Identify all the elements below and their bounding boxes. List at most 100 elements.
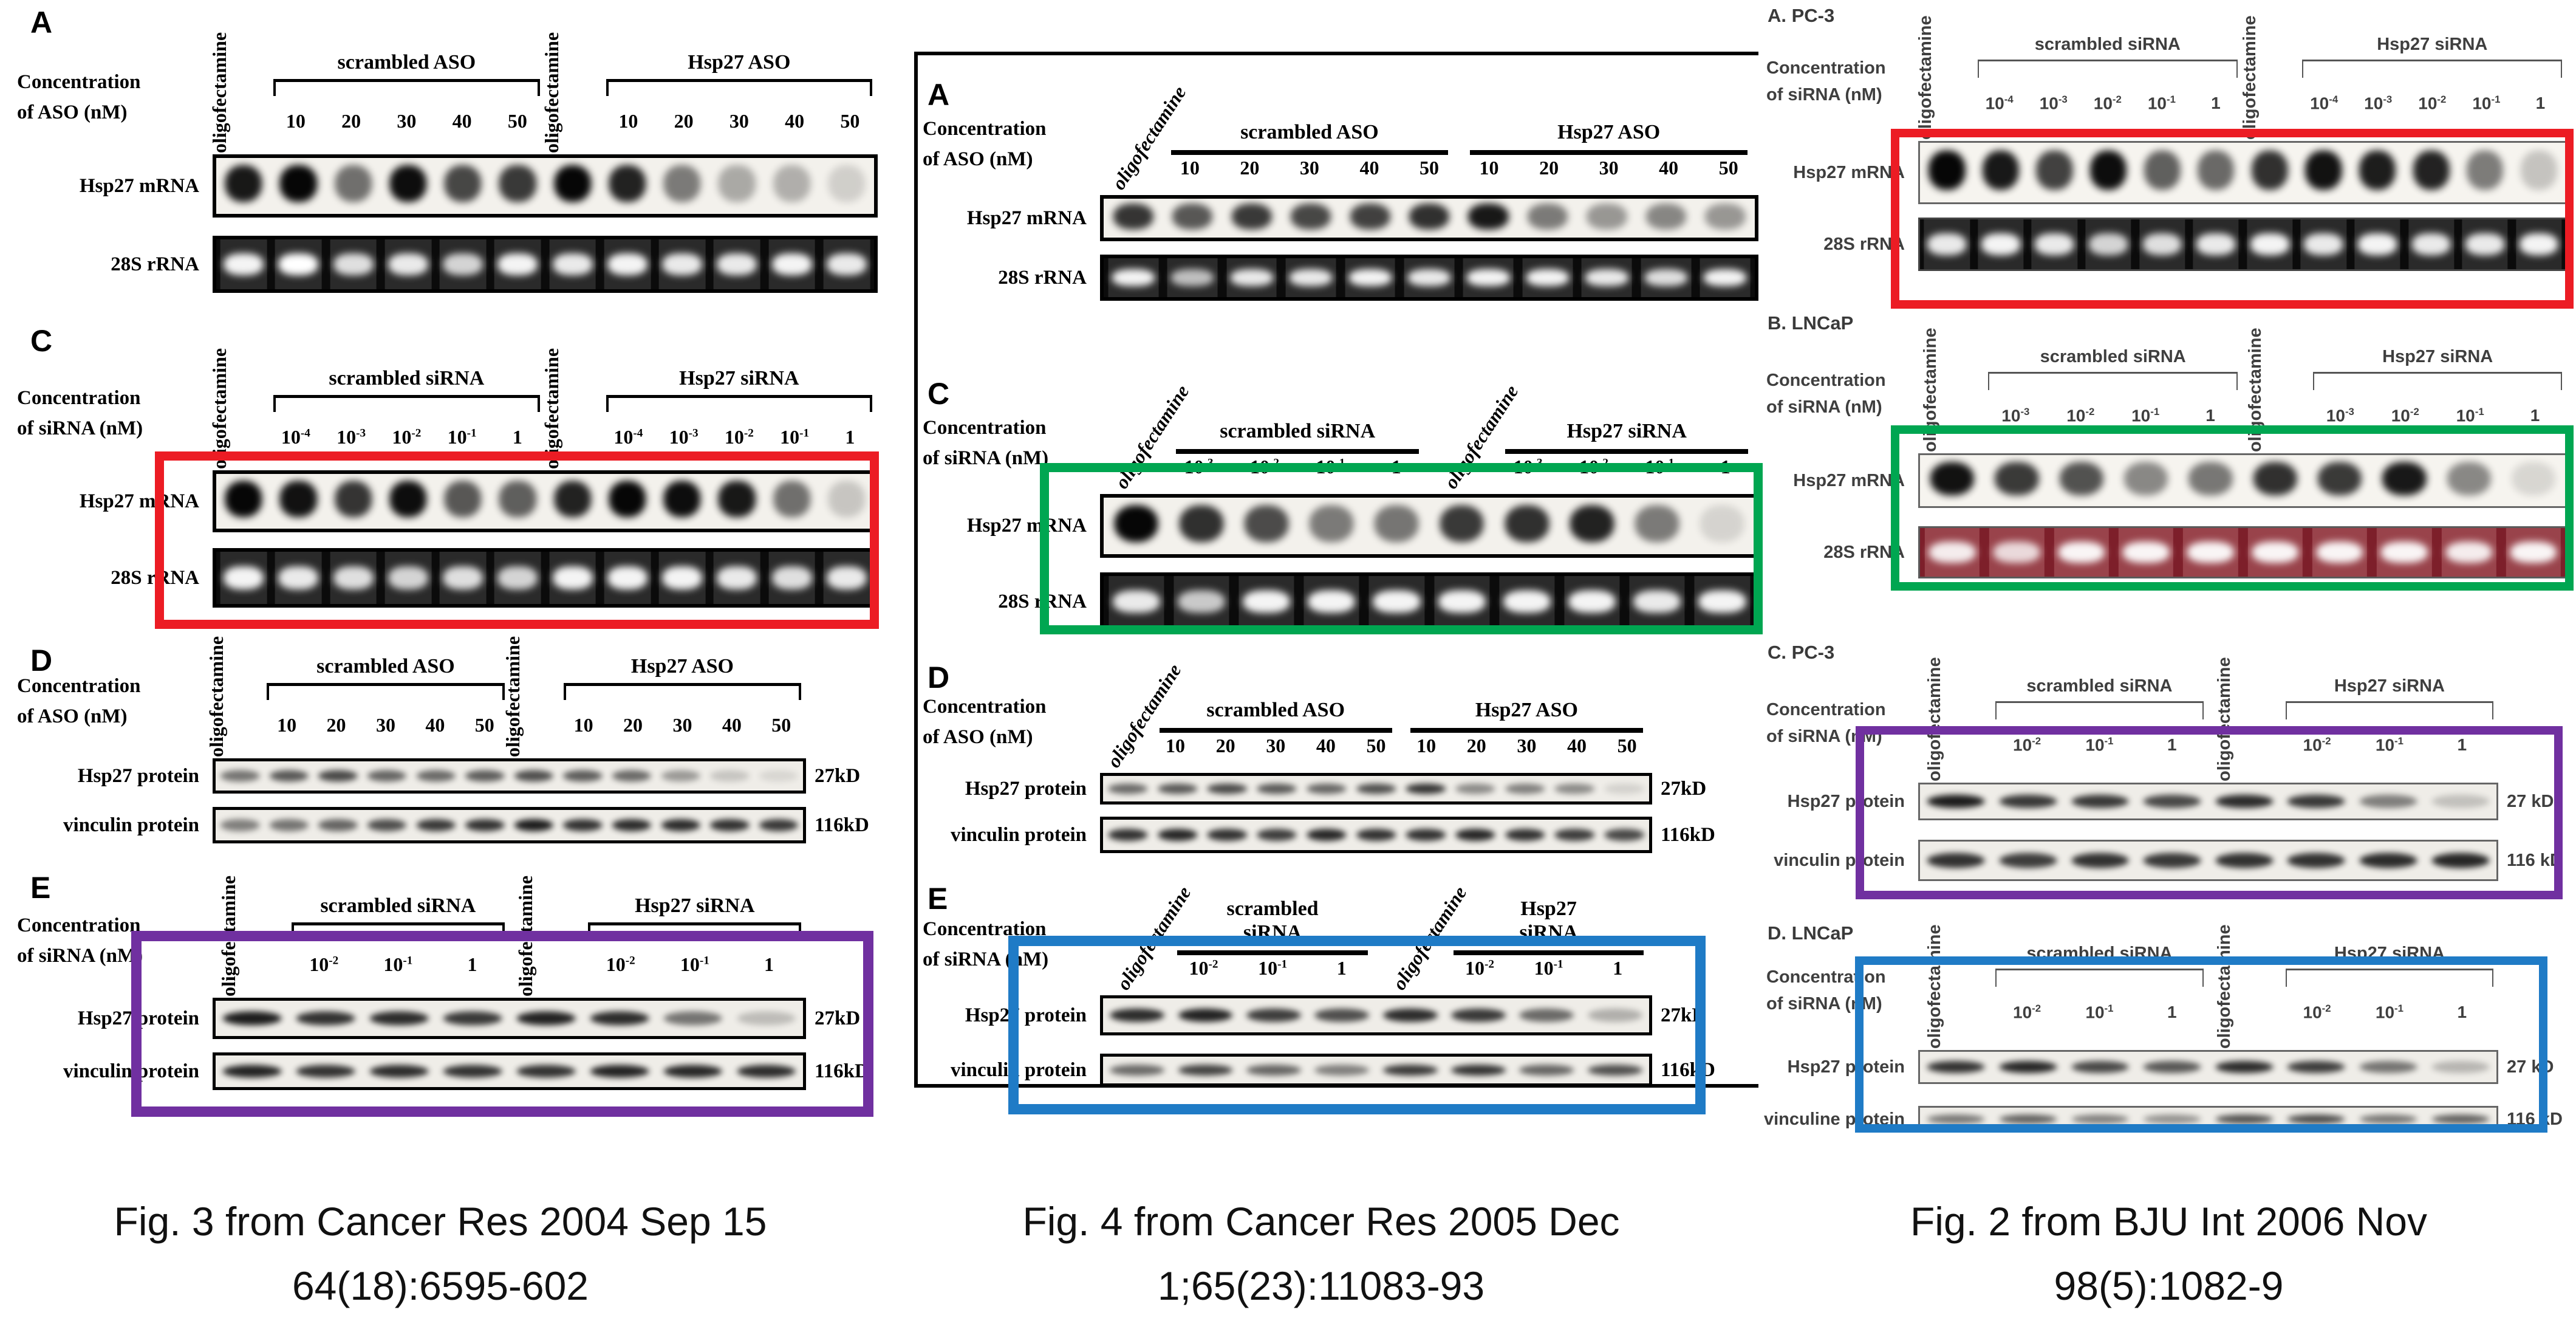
- size-marker: 27 kD: [2507, 791, 2554, 811]
- mrna-band: [1172, 204, 1213, 230]
- protein-band: [737, 1065, 796, 1078]
- treatment-group-label-line: scrambled ASO: [1240, 120, 1379, 143]
- mrna-band: [2382, 461, 2427, 496]
- protein-band: [1246, 1065, 1301, 1076]
- gel-band: [1308, 590, 1355, 613]
- protein-band: [2287, 794, 2345, 809]
- protein-band: [1999, 794, 2057, 809]
- concentration-tick: 10: [618, 110, 638, 132]
- gel-band: [607, 566, 647, 589]
- concentration-tick: 40: [1659, 157, 1679, 179]
- mrna-band: [828, 165, 866, 202]
- gel-band: [2316, 541, 2363, 563]
- treatment-group-label: scrambled siRNA: [2026, 676, 2172, 696]
- gel-band: [2089, 233, 2128, 256]
- protein-band: [269, 770, 309, 782]
- group-bracket: [1988, 372, 2238, 390]
- treatment-group: scrambled siRNA: [1171, 419, 1424, 454]
- concentration-tick: 10-2: [1189, 957, 1218, 979]
- concentration-tick: 1: [1336, 957, 1347, 979]
- gel-band: [2519, 233, 2558, 256]
- mrna-band: [828, 481, 866, 518]
- concentration-tick: 50: [1366, 735, 1386, 756]
- mrna-band: [2123, 461, 2168, 496]
- gel-band: [388, 253, 428, 276]
- row-label: Hsp27 mRNA: [79, 174, 199, 197]
- protein-band: [1246, 1008, 1301, 1023]
- protein-band: [1207, 829, 1247, 841]
- treatment-group: scrambled siRNA: [1977, 35, 2238, 78]
- treatment-group: Hsp27 siRNA: [1500, 419, 1753, 454]
- gel-band: [1585, 269, 1628, 287]
- concentration-axis-label: Concentration of ASO (nM): [923, 114, 1046, 174]
- mrna-band: [2059, 461, 2103, 496]
- protein-band: [2215, 853, 2274, 868]
- gel-band: [2304, 233, 2343, 256]
- protein-band: [416, 770, 456, 782]
- row-label: vinculin protein: [950, 823, 1087, 846]
- panel-letter: C: [928, 377, 950, 411]
- concentration-axis-line: Concentration: [1766, 700, 1886, 719]
- mrna-band: [2305, 150, 2342, 190]
- protein-band: [1108, 783, 1148, 794]
- gel-band: [2252, 541, 2298, 563]
- concentration-tick: 10-1: [780, 426, 810, 448]
- mrna-band: [1995, 461, 2039, 496]
- concentration-tick: 10-4: [613, 426, 643, 448]
- treatment-group-label: Hsp27 siRNA: [635, 894, 754, 918]
- protein-band: [1604, 829, 1644, 841]
- gel-band: [1113, 590, 1160, 613]
- group-bracket: [606, 395, 873, 412]
- treatment-group-label-line: scrambled siRNA: [1220, 419, 1376, 442]
- blot-row: Hsp27 mRNA: [918, 494, 1758, 558]
- blot-image: [1918, 141, 2567, 204]
- concentration-tick: 50: [1617, 735, 1637, 756]
- blot-image: [213, 470, 878, 532]
- mrna-band: [553, 481, 592, 518]
- protein-band: [1382, 1008, 1438, 1023]
- concentration-tick: 10-1: [2375, 735, 2403, 754]
- treatment-group-label-line: Hsp27 siRNA: [635, 894, 755, 917]
- protein-band: [1519, 1065, 1574, 1076]
- group-bracket: [2285, 969, 2494, 987]
- panel-header: Concentration of ASO (nM) scrambled ASO Hsp…: [918, 80, 1758, 195]
- caption-cancer-res-2005: Fig. 4 from Cancer Res 2005 Dec 1;65(23)…: [881, 1190, 1761, 1318]
- gel-band: [1568, 590, 1616, 613]
- protein-band: [443, 1065, 502, 1078]
- mrna-band: [773, 165, 811, 202]
- caption-line: Fig. 4 from Cancer Res 2005 Dec: [1022, 1199, 1620, 1244]
- blot-image: [1918, 526, 2567, 578]
- gel-band: [1698, 590, 1746, 613]
- protein-band: [2359, 853, 2417, 868]
- gel-band: [717, 253, 757, 276]
- gel-band: [2058, 541, 2105, 563]
- panel-title: D. LNCaP: [1768, 922, 1854, 944]
- protein-band: [1455, 783, 1495, 794]
- gel-band: [1243, 590, 1290, 613]
- protein-band: [1382, 1065, 1438, 1076]
- treatment-group-label: scrambled siRNA: [1220, 419, 1375, 443]
- concentration-axis-line: Concentration: [923, 696, 1047, 718]
- blot-image: [213, 548, 878, 608]
- mrna-band: [1982, 150, 2019, 190]
- gel-band: [224, 253, 264, 276]
- protein-band: [2071, 1061, 2130, 1073]
- concentration-tick: 1: [467, 953, 477, 975]
- treatment-group-label: scrambled ASO: [338, 50, 476, 74]
- concentration-tick: 10: [573, 714, 593, 736]
- gel-band: [1644, 269, 1687, 287]
- size-marker: 116kD: [815, 1060, 869, 1082]
- lane-header-zone: scrambled ASO Hsp27 ASO 10 20 30 40 50 10 20 30 40…: [208, 7, 878, 154]
- protein-band: [612, 770, 652, 782]
- group-bracket: [1159, 728, 1392, 733]
- caption-line: 64(18):6595-602: [292, 1263, 589, 1308]
- blot-image: [213, 998, 806, 1039]
- protein-band: [367, 819, 407, 831]
- concentration-axis-line: of siRNA (nM): [17, 944, 143, 967]
- blot-image: [1918, 783, 2498, 820]
- protein-band: [2287, 1114, 2345, 1124]
- concentration-tick: 1: [2167, 735, 2177, 754]
- row-label: 28S rRNA: [998, 266, 1087, 289]
- treatment-group: Hsp27 ASO: [606, 50, 873, 96]
- mrna-band: [2413, 150, 2450, 190]
